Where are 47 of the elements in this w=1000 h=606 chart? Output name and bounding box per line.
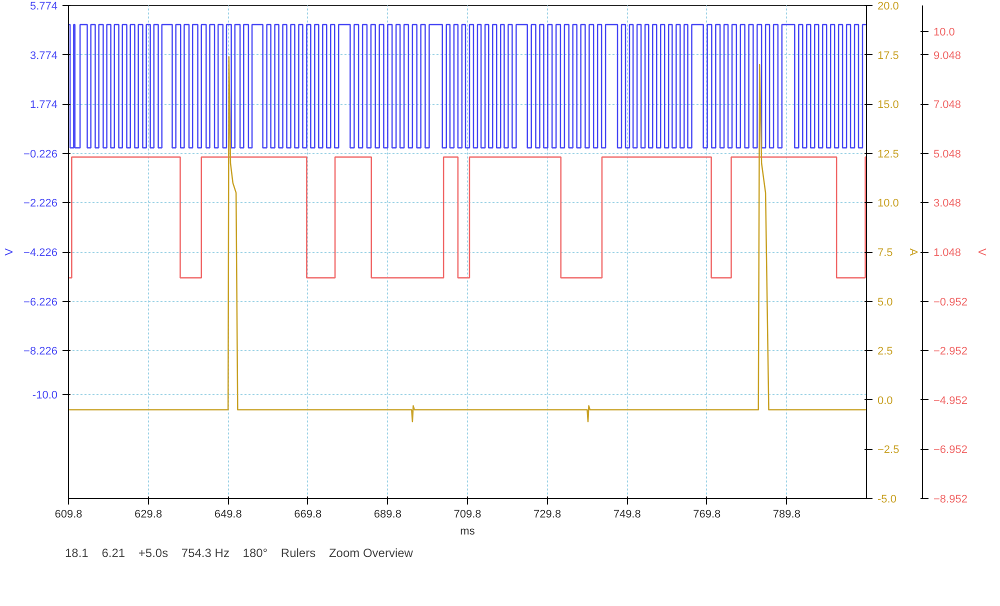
y-tick-label: −4.226 (24, 247, 58, 259)
y3-tick-label: −0.952 (934, 296, 968, 308)
y-tick-label: −8.226 (24, 346, 58, 358)
y2-tick-label: 0.0 (878, 394, 893, 407)
x-tick-label: 709.8 (454, 508, 482, 520)
x-tick-label: 769.8 (693, 508, 721, 520)
y3-tick-label: 10.0 (934, 26, 955, 38)
y3-tick-label: −4.952 (934, 394, 968, 407)
x-tick-label: 629.8 (134, 508, 162, 520)
y2-tick-label: -5.0 (878, 494, 896, 506)
y-tick-label: -10.0 (32, 389, 58, 402)
y3-tick-label: −2.952 (934, 346, 968, 358)
y-tick-label: −0.226 (24, 148, 58, 160)
x-tick-label: 649.8 (214, 508, 242, 520)
x-tick-label: 749.8 (613, 508, 641, 520)
y-tick-label: −6.226 (24, 296, 58, 308)
y-tick-label: 5.774 (30, 0, 58, 12)
x-tick-label: 669.8 (294, 508, 322, 520)
y3-tick-label: 5.048 (934, 148, 962, 160)
y3-axis-title: V (975, 248, 988, 256)
y3-tick-label: −8.952 (934, 494, 968, 506)
y2-tick-label: 17.5 (878, 50, 899, 62)
y2-tick-label: 12.5 (878, 148, 899, 160)
x-tick-label: 609.8 (54, 508, 82, 520)
y-tick-label: 3.774 (30, 50, 58, 62)
y-tick-label: 1.774 (30, 99, 58, 112)
y3-tick-label: 1.048 (934, 247, 962, 259)
y2-tick-label: 2.5 (878, 346, 893, 358)
y3-tick-label: 9.048 (934, 50, 962, 62)
x-tick-label: 689.8 (374, 508, 402, 520)
y2-tick-label: 15.0 (878, 99, 899, 112)
y-tick-label: −2.226 (24, 198, 58, 210)
x-tick-label: 729.8 (534, 508, 562, 520)
y2-tick-label: 7.5 (878, 247, 893, 259)
y3-tick-label: −6.952 (934, 444, 968, 456)
y2-tick-label: −2.5 (878, 444, 900, 456)
y2-tick-label: 20.0 (878, 0, 899, 12)
y3-tick-label: 3.048 (934, 198, 962, 210)
y2-tick-label: 10.0 (878, 198, 899, 210)
text: 18.1 6.21 +5.0s 754.3 Hz 180° Rulers Zoom Overview (65, 546, 413, 560)
y2-tick-label: 5.0 (878, 296, 893, 308)
x-tick-label: 789.8 (772, 508, 800, 520)
x-axis-title: ms (460, 526, 476, 538)
y3-tick-label: 7.048 (934, 99, 962, 112)
line-series (68, 56, 866, 422)
y2-axis-title: A (907, 248, 920, 256)
y-axis-title: V (4, 248, 16, 256)
